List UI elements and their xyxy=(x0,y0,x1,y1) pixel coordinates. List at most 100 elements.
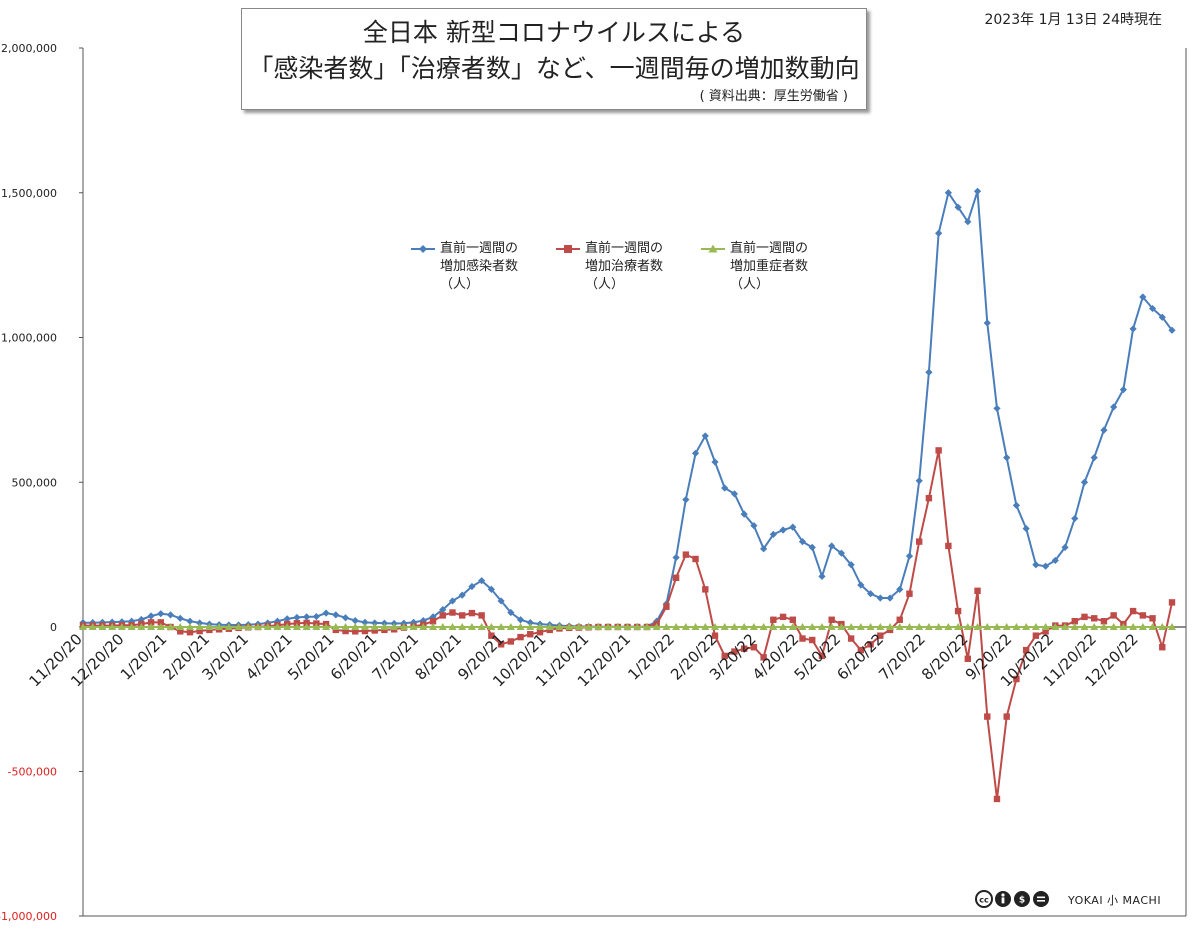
data-point-severe xyxy=(730,623,739,630)
data-point-infections xyxy=(322,609,330,617)
data-point-severe xyxy=(1168,623,1176,630)
data-point-infections xyxy=(896,585,904,593)
data-point-treatment xyxy=(750,644,758,651)
data-point-infections xyxy=(1051,556,1059,565)
data-point-infections xyxy=(818,572,826,580)
legend-severe-line3: （人） xyxy=(730,277,770,292)
data-point-infections xyxy=(468,582,476,591)
data-point-severe xyxy=(147,623,156,630)
data-point-treatment xyxy=(896,616,903,623)
data-point-severe xyxy=(1022,623,1031,630)
data-point-severe xyxy=(788,623,797,630)
data-point-severe xyxy=(79,623,87,630)
data-point-infections xyxy=(283,615,291,623)
data-point-severe xyxy=(254,623,263,630)
data-point-severe xyxy=(341,623,350,630)
series-severe xyxy=(79,623,1176,630)
data-point-infections xyxy=(332,611,340,619)
data-point-infections xyxy=(857,581,865,589)
data-point-severe xyxy=(351,623,360,630)
x-tick-label: 1/20/22 xyxy=(624,630,678,684)
legend-infections-line1: 直前一週間の xyxy=(440,241,519,256)
data-point-infections xyxy=(973,187,982,195)
data-point-treatment xyxy=(857,646,865,654)
data-point-treatment xyxy=(147,619,155,626)
data-point-severe xyxy=(633,623,642,630)
data-point-treatment xyxy=(1091,615,1098,622)
data-point-severe xyxy=(924,623,933,630)
legend-infections-line2: 増加感染者数 xyxy=(440,259,519,274)
data-point-severe xyxy=(331,623,340,630)
data-point-infections xyxy=(351,617,359,625)
data-point-treatment xyxy=(536,629,544,636)
data-point-treatment xyxy=(906,590,913,597)
data-point-severe xyxy=(399,623,408,630)
title-box: 全日本 新型コロナウイルスによる 「感染者数」「治療者数」など、一週間毎の増加数… xyxy=(241,8,867,110)
legend-treatment-line1: 直前一週間の xyxy=(585,241,664,256)
data-point-treatment xyxy=(459,612,466,619)
x-tick-label: 8/20/22 xyxy=(918,630,972,684)
data-point-infections xyxy=(672,553,680,562)
data-point-severe xyxy=(565,623,574,630)
data-point-infections xyxy=(1148,304,1157,313)
legend-severe-line2: 増加重症者数 xyxy=(730,259,809,274)
data-point-infections xyxy=(448,597,457,605)
data-point-infections xyxy=(1168,326,1176,334)
data-point-infections xyxy=(944,189,952,197)
data-point-treatment xyxy=(1081,613,1088,621)
data-point-treatment xyxy=(828,616,835,623)
data-point-infections xyxy=(925,368,933,376)
data-point-treatment xyxy=(1168,599,1176,606)
data-point-severe xyxy=(448,623,457,630)
data-point-infections xyxy=(954,203,962,211)
y-tick-label: 500,000 xyxy=(12,476,58,489)
data-point-severe xyxy=(166,623,175,630)
data-point-infections xyxy=(409,618,418,626)
data-point-severe xyxy=(711,623,720,630)
data-point-severe xyxy=(954,623,963,630)
data-point-severe xyxy=(176,623,185,630)
date-stamp: 2023年 1月 13日 24時現在 xyxy=(984,12,1162,28)
data-point-treatment xyxy=(770,616,777,623)
data-point-treatment xyxy=(954,607,962,615)
data-point-treatment xyxy=(371,627,378,634)
data-point-severe xyxy=(1002,623,1011,630)
chart-title-line2: 「感染者数」「治療者数」など、一週間毎の増加数動向 xyxy=(248,54,860,83)
data-point-infections xyxy=(847,561,855,569)
data-point-severe xyxy=(1012,623,1021,630)
data-point-treatment xyxy=(1022,646,1030,654)
data-point-infections xyxy=(458,591,466,599)
data-point-treatment xyxy=(352,628,359,635)
data-point-severe xyxy=(895,623,904,630)
data-point-severe xyxy=(574,623,583,630)
data-point-severe xyxy=(740,623,749,630)
data-point-severe xyxy=(234,623,243,630)
data-point-severe xyxy=(88,623,97,630)
legend-treatment-line2: 増加治療者数 xyxy=(585,259,664,274)
data-point-treatment xyxy=(809,636,816,644)
data-point-severe xyxy=(185,623,194,630)
data-point-infections xyxy=(798,537,807,546)
data-point-severe xyxy=(312,623,321,630)
y-tick-label: -1,000,000 xyxy=(0,910,57,923)
data-point-infections xyxy=(1110,403,1118,411)
data-point-severe xyxy=(156,623,165,630)
data-point-severe xyxy=(701,623,710,630)
data-point-treatment xyxy=(1100,618,1108,625)
data-point-treatment xyxy=(1139,612,1147,619)
data-point-infections xyxy=(1139,293,1147,301)
data-point-severe xyxy=(847,623,856,630)
data-point-severe xyxy=(944,623,953,630)
data-point-treatment xyxy=(1003,713,1010,720)
data-point-severe xyxy=(137,623,146,630)
data-point-severe xyxy=(419,623,428,630)
data-point-severe xyxy=(555,623,564,630)
data-point-treatment xyxy=(672,574,680,581)
data-point-severe xyxy=(973,623,982,630)
data-point-infections xyxy=(721,484,729,492)
data-point-infections xyxy=(1090,454,1098,462)
legend-marker-triangle-icon xyxy=(701,244,725,253)
data-point-treatment xyxy=(429,618,437,625)
data-point-severe xyxy=(856,623,865,630)
